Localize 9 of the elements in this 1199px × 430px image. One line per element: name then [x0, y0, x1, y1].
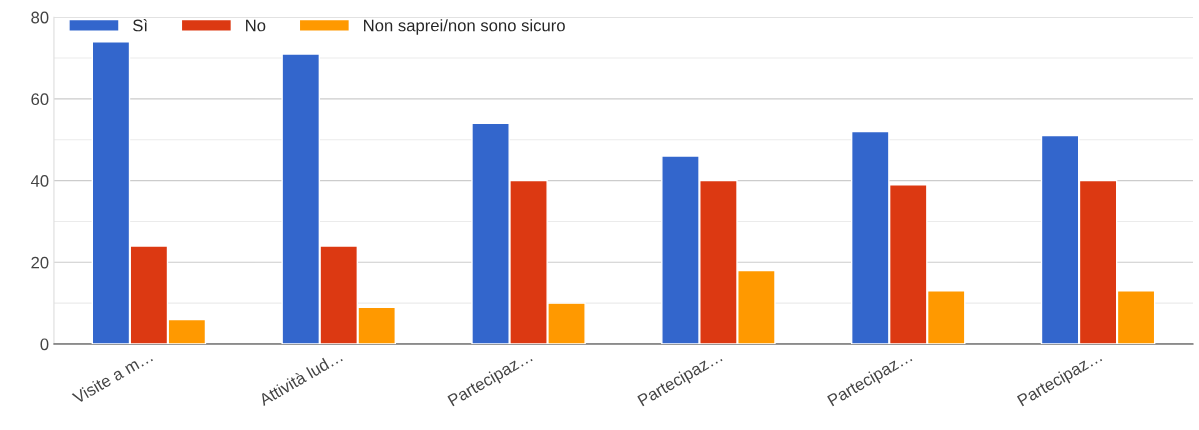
y-tick-label: 60	[31, 93, 49, 106]
y-tick-label: 80	[31, 11, 49, 24]
y-tick-label: 20	[31, 256, 49, 269]
legend-label: Sì	[133, 18, 147, 32]
y-tick-label: 40	[30, 175, 49, 187]
x-tick-label: Visite a m…	[71, 349, 154, 405]
legend-label: Non saprei/non sono sicuro	[364, 19, 565, 35]
y-tick-label: 0	[40, 338, 49, 351]
legend-label: No	[246, 19, 266, 32]
